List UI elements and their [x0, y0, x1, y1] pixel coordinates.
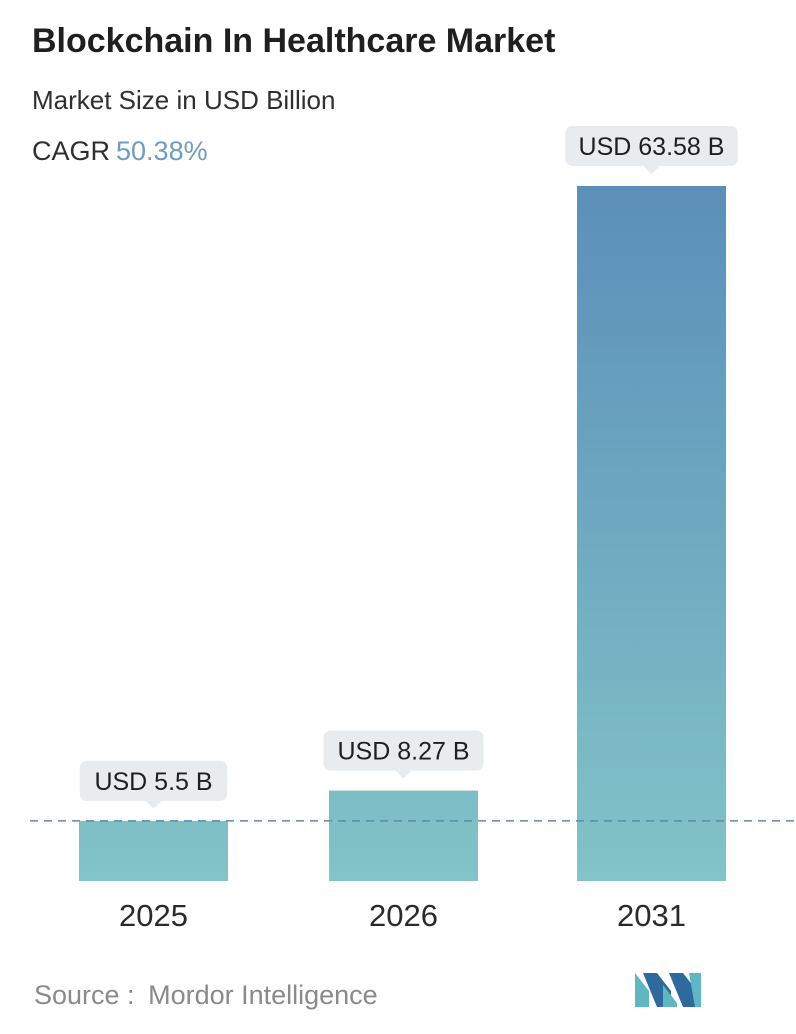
source-line: Source : Mordor Intelligence	[34, 980, 378, 1011]
cagr-value: 50.38%	[116, 136, 208, 166]
data-label-pointer	[643, 166, 660, 174]
data-label-2025: USD 5.5 B	[79, 760, 228, 809]
cagr-label: CAGR	[32, 136, 111, 166]
data-label-box	[323, 730, 484, 771]
x-tick-label-2025: 2025	[119, 898, 188, 933]
data-label-box	[79, 760, 228, 801]
bar-2031	[577, 186, 726, 881]
source-name: Mordor Intelligence	[148, 980, 378, 1010]
cagr-line: CAGR 50.38%	[32, 136, 208, 167]
data-label-pointer	[145, 800, 162, 809]
bar-2026	[329, 790, 478, 881]
data-label-text: USD 63.58 B	[579, 133, 725, 161]
data-label-pointer	[395, 770, 412, 779]
source-label: Source :	[34, 980, 135, 1010]
data-label-box	[565, 126, 738, 166]
x-tick-label-2026: 2026	[369, 898, 438, 933]
data-label-2026: USD 8.27 B	[323, 730, 484, 779]
data-label-text: USD 8.27 B	[337, 738, 469, 766]
chart-subtitle: Market Size in USD Billion	[32, 85, 336, 115]
bars-layer	[79, 186, 726, 881]
data-labels-layer: USD 5.5 B USD 8.27 B USD 63.58 B	[79, 126, 738, 809]
data-label-text: USD 5.5 B	[94, 768, 212, 796]
x-tick-labels-layer: 2025 2026 2031	[119, 898, 686, 933]
x-tick-label-2031: 2031	[617, 898, 686, 933]
bar-2025	[79, 820, 228, 881]
mordor-intelligence-logo-icon	[635, 973, 701, 1007]
chart-title: Blockchain In Healthcare Market	[32, 22, 556, 60]
data-label-2031: USD 63.58 B	[565, 126, 738, 174]
